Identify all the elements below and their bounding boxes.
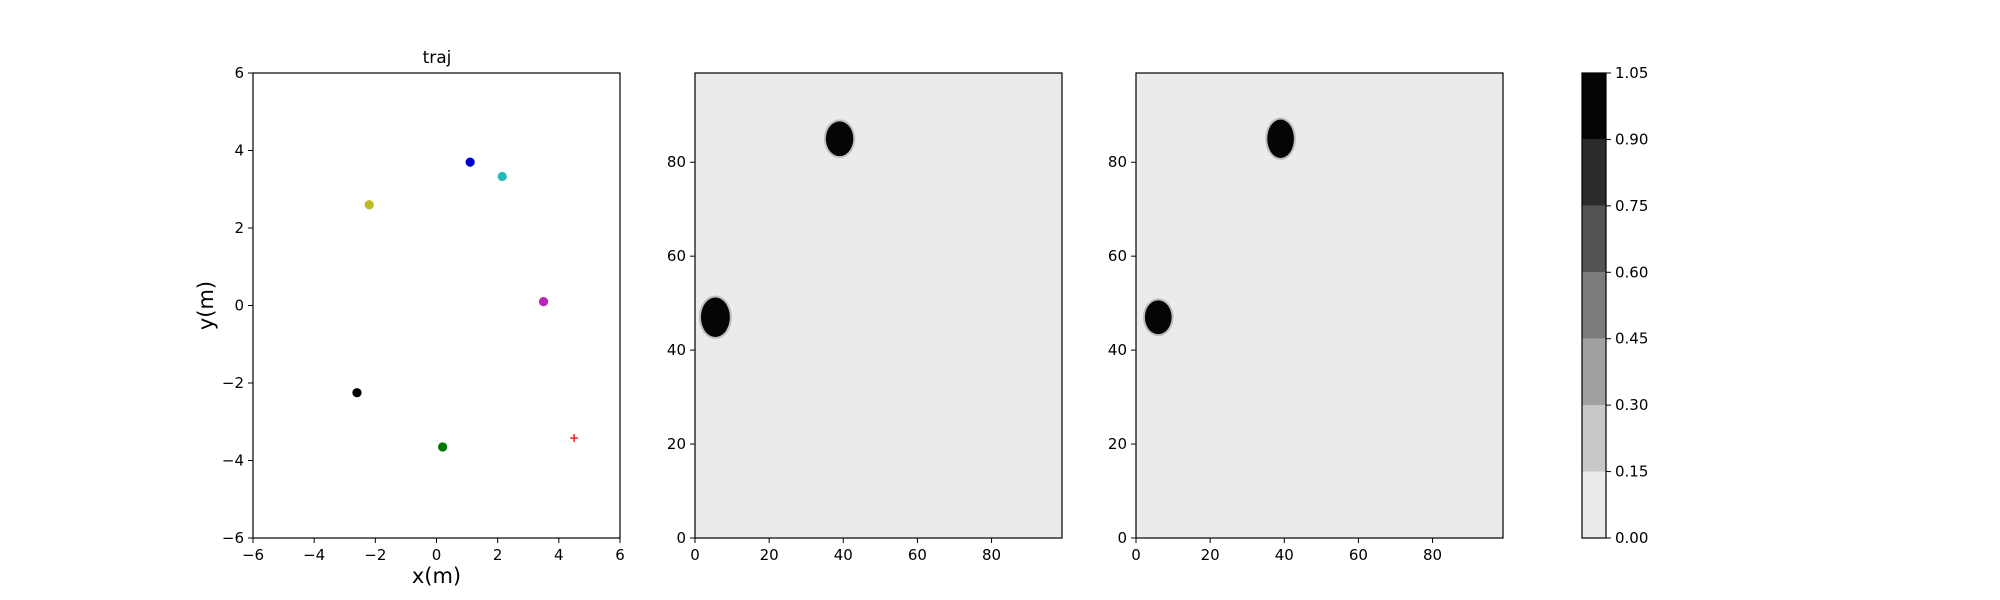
- heatmap-1-x-tick-label: 40: [834, 546, 853, 564]
- heatmap-2-y-tick-label: 0: [1117, 529, 1127, 547]
- heatmap-2-y-tick-label: 80: [1108, 153, 1127, 171]
- traj-y-tick-label: −4: [222, 452, 244, 470]
- heatmap-1-y-tick-label: 80: [667, 153, 686, 171]
- heatmap-1-y-tick-label: 60: [667, 247, 686, 265]
- traj-title: traj: [423, 48, 452, 68]
- colorbar-tick-label: 0.60: [1615, 263, 1648, 281]
- agent-point-6: [438, 442, 448, 452]
- heatmap-2-blob-2: [1144, 300, 1172, 335]
- colorbar: 0.00 0.15 0.30 0.45 0.60 0.75 0.90 1.05: [1581, 64, 1648, 547]
- heatmap-2-x-tick-label: 80: [1423, 546, 1442, 564]
- colorbar-tick-label: 0.30: [1615, 396, 1648, 414]
- heatmap-1-x-tick-label: 80: [982, 546, 1001, 564]
- heatmap-2-y-tick-label: 60: [1108, 247, 1127, 265]
- traj-x-tick-label: 6: [615, 546, 625, 564]
- traj-y-tick-label: −2: [222, 374, 244, 392]
- heatmap-1-x-tick-label: 60: [908, 546, 927, 564]
- heatmap-panel-2: 0 20 40 60 80 0 20 40 60 80: [1108, 72, 1504, 564]
- traj-y-tick-label: 0: [234, 297, 244, 315]
- agent-point-3: [364, 200, 374, 210]
- traj-x-axis-label: x(m): [412, 564, 461, 588]
- heatmap-2-x-tick-label: 60: [1349, 546, 1368, 564]
- heatmap-2-blob-1: [1267, 119, 1294, 159]
- heatmap-1-x-tick-label: 20: [760, 546, 779, 564]
- heatmap-2-x-tick-label: 0: [1131, 546, 1141, 564]
- colorbar-frame: [1581, 72, 1607, 539]
- colorbar-band: [1582, 338, 1606, 406]
- traj-x-tick-label: −6: [242, 546, 264, 564]
- traj-panel: traj −6 −4 −2 0 2 4 6 −6 −4 −2 0 2 4 6 x(m) y(m): [194, 48, 625, 588]
- agent-point-5: [352, 388, 362, 398]
- heatmap-1-blob-2: [700, 297, 730, 337]
- colorbar-band: [1582, 405, 1606, 472]
- traj-y-tick-label: −6: [222, 529, 244, 547]
- colorbar-tick-label: 1.05: [1615, 64, 1648, 82]
- traj-y-tick-label: 4: [234, 142, 244, 160]
- traj-x-tick-label: −2: [364, 546, 386, 564]
- colorbar-tick-label: 0.45: [1615, 330, 1648, 348]
- heatmap-2-frame: [1135, 72, 1504, 539]
- colorbar-band: [1582, 73, 1606, 140]
- heatmap-1-y-tick-label: 40: [667, 341, 686, 359]
- heatmap-1-y-tick-label: 20: [667, 435, 686, 453]
- traj-x-tick-label: 0: [432, 546, 442, 564]
- traj-frame: [252, 72, 621, 539]
- traj-plot-area: [253, 73, 620, 538]
- traj-y-axis-label: y(m): [194, 281, 218, 330]
- heatmap-2-x-tick-label: 40: [1275, 546, 1294, 564]
- heatmap-1-blob-1: [825, 121, 854, 157]
- heatmap-2-y-tick-label: 20: [1108, 435, 1127, 453]
- goal-marker: [570, 434, 579, 443]
- heatmap-2-x-tick-label: 20: [1201, 546, 1220, 564]
- traj-x-tick-label: 4: [554, 546, 564, 564]
- colorbar-band: [1582, 139, 1606, 206]
- colorbar-band: [1582, 272, 1606, 339]
- agent-point-2: [497, 171, 507, 182]
- heatmap-1-background: [695, 73, 1062, 538]
- colorbar-tick-label: 0.75: [1615, 197, 1648, 215]
- agent-point-1: [465, 157, 475, 167]
- heatmap-1-frame: [694, 72, 1063, 539]
- heatmap-2-y-tick-label: 40: [1108, 341, 1127, 359]
- traj-y-tick-label: 2: [234, 219, 244, 237]
- colorbar-tick-label: 0.15: [1615, 463, 1648, 481]
- colorbar-tick-label: 0.90: [1615, 130, 1648, 148]
- heatmap-1-x-tick-label: 0: [690, 546, 700, 564]
- traj-x-tick-label: 2: [493, 546, 503, 564]
- heatmap-1-y-tick-label: 0: [676, 529, 686, 547]
- traj-y-tick-label: 6: [234, 64, 244, 82]
- colorbar-band: [1582, 205, 1606, 273]
- traj-x-tick-label: −4: [303, 546, 325, 564]
- agent-point-4: [538, 297, 549, 307]
- colorbar-tick-label: 0.00: [1615, 529, 1648, 547]
- heatmap-2-background: [1136, 73, 1503, 538]
- heatmap-panel-1: 0 20 40 60 80 0 20 40 60 80: [667, 72, 1063, 564]
- colorbar-band: [1582, 471, 1606, 538]
